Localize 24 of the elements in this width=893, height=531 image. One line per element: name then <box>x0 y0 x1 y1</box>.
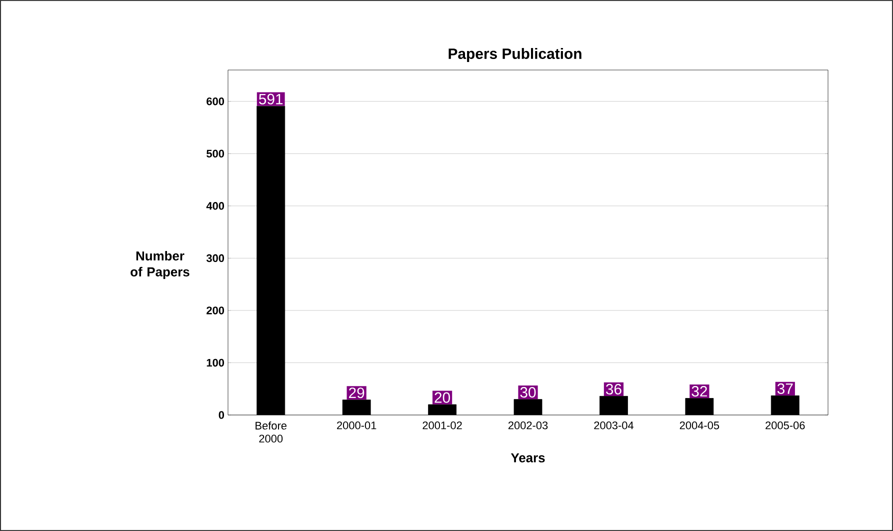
y-tick-label: 600 <box>206 97 224 106</box>
y-tick-label: 200 <box>206 306 224 314</box>
y-tick-label: 100 <box>206 358 224 367</box>
x-tick-label: 2005-06 <box>766 422 805 430</box>
y-tick-label: 300 <box>206 254 224 262</box>
x-tick-label: 2001-02 <box>422 422 462 430</box>
data-label: 36 <box>606 384 622 394</box>
y-axis-title: Number of Papers <box>130 250 190 280</box>
y-tick-label: 0 <box>218 411 224 419</box>
data-label: 20 <box>434 392 450 403</box>
data-label: 29 <box>349 388 364 398</box>
x-axis-title: Years <box>510 453 545 462</box>
y-tick-label: 400 <box>206 202 224 210</box>
x-tick-label: 2000-01 <box>337 422 376 430</box>
data-label: 37 <box>777 383 793 394</box>
y-tick-label: 500 <box>206 150 224 158</box>
data-label: 30 <box>520 387 536 398</box>
chart-title: Papers Publication <box>448 48 582 62</box>
x-tick-label: Before 2000 <box>256 422 287 443</box>
x-tick-label: 2003-04 <box>594 422 634 430</box>
x-tick-label: 2004-05 <box>680 422 720 430</box>
x-tick-label: 2002-03 <box>508 422 548 430</box>
data-label: 32 <box>692 386 707 397</box>
data-label: 591 <box>258 94 283 104</box>
